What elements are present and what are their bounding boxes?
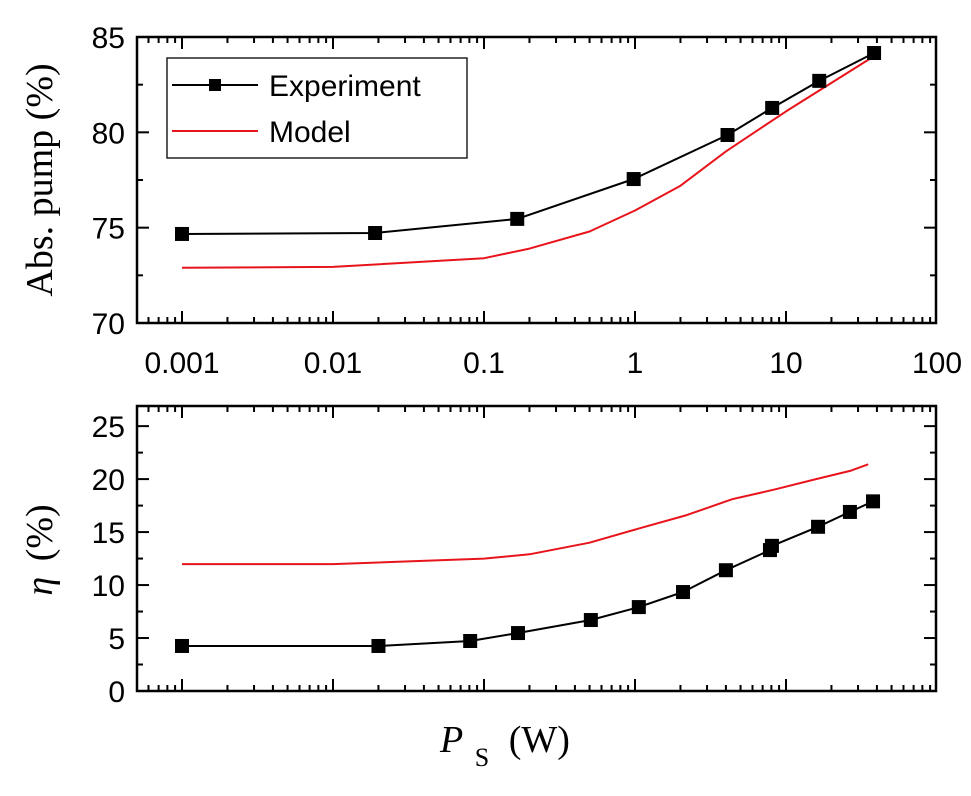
experiment-data-point xyxy=(812,73,827,88)
x-axis-title-unit: (W) xyxy=(509,719,570,761)
x-axis-title: P S (W) xyxy=(439,719,570,775)
legend: Experiment Model xyxy=(166,57,468,159)
y-tick-label: 15 xyxy=(92,517,125,550)
model-line-bottom xyxy=(182,463,869,566)
y-axis-title-unit: (%) xyxy=(19,504,61,561)
y-ticks-top: 70 75 80 85 xyxy=(92,22,936,341)
legend-model-label: Model xyxy=(269,116,351,149)
experiment-data-point xyxy=(676,585,691,600)
experiment-data-point xyxy=(463,633,478,648)
experiment-data-point xyxy=(718,563,733,578)
panel-abs-pump: 0.001 0.01 0.1 1 10 100 70 75 80 85 Abs. pump (%… xyxy=(19,22,962,380)
experiment-line-top xyxy=(181,52,875,235)
y-axis-title-top: Abs. pump (%) xyxy=(19,63,61,296)
experiment-data-point xyxy=(175,226,189,241)
x-axis-title-main: P xyxy=(439,719,463,761)
x-tick-label: 0.01 xyxy=(304,347,362,380)
legend-experiment-label: Experiment xyxy=(269,70,421,103)
series-group-top xyxy=(175,46,882,269)
experiment-data-point xyxy=(867,46,882,61)
experiment-data-point xyxy=(626,172,641,187)
y-tick-label: 20 xyxy=(92,464,125,497)
x-tick-label: 100 xyxy=(912,347,962,380)
experiment-data-point xyxy=(631,600,646,615)
experiment-data-point xyxy=(842,504,857,519)
series-group-bottom xyxy=(175,463,881,653)
y-axis-title-symbol: η xyxy=(19,577,61,596)
experiment-data-point xyxy=(175,638,189,653)
experiment-data-point xyxy=(368,226,383,241)
y-ticks-bottom: 0 5 10 15 20 25 xyxy=(92,411,936,709)
y-tick-label: 70 xyxy=(92,308,125,341)
experiment-data-point xyxy=(764,538,779,553)
experiment-data-point xyxy=(371,638,386,653)
experiment-data-point xyxy=(583,613,598,628)
y-axis-title-bottom: η (%) xyxy=(19,504,61,595)
x-ticks-bottom xyxy=(147,406,932,691)
legend-experiment-marker xyxy=(209,79,221,91)
x-axis-title-sub: S xyxy=(475,743,489,772)
experiment-data-point xyxy=(511,626,526,641)
experiment-data-point xyxy=(720,128,735,143)
legend-box xyxy=(166,57,468,159)
x-tick-label: 0.1 xyxy=(463,347,505,380)
experiment-data-point xyxy=(765,100,780,115)
experiment-data-point xyxy=(866,494,881,509)
y-tick-label: 0 xyxy=(108,676,125,709)
panel-efficiency: 0 5 10 15 20 25 η (%) P S (W) xyxy=(19,404,938,775)
y-tick-label: 80 xyxy=(92,117,125,150)
y-tick-label: 10 xyxy=(92,570,125,603)
y-tick-label: 5 xyxy=(108,623,125,656)
experiment-data-point xyxy=(510,211,525,226)
experiment-data-point xyxy=(811,519,826,534)
plot-frame-bottom xyxy=(135,404,938,693)
y-tick-label: 25 xyxy=(92,411,125,444)
experiment-line-bottom xyxy=(182,500,874,647)
x-tick-label: 0.001 xyxy=(144,347,219,380)
x-tick-label: 1 xyxy=(627,347,644,380)
svg-text:η (%): η (%) xyxy=(19,504,61,595)
x-tick-label: 10 xyxy=(769,347,802,380)
model-line-top xyxy=(181,55,875,269)
y-tick-label: 85 xyxy=(92,22,125,55)
y-tick-label: 75 xyxy=(92,213,125,246)
x-ticks-top: 0.001 0.01 0.1 1 10 100 xyxy=(144,37,962,380)
